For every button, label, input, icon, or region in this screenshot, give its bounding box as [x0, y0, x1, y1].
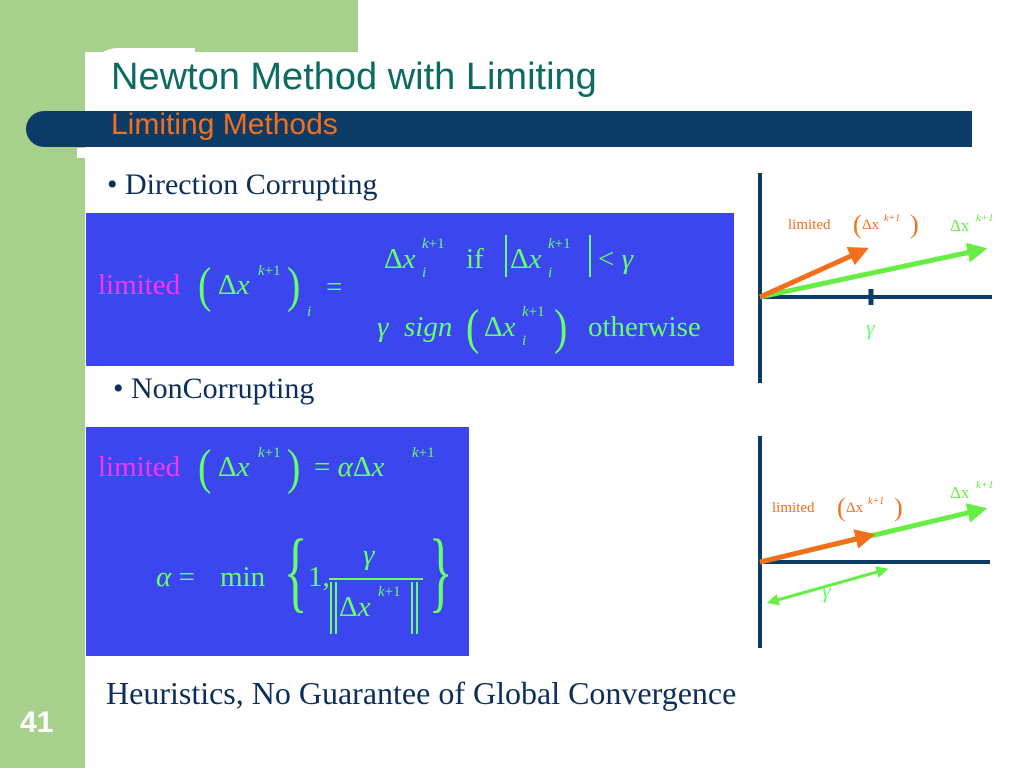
close-brace: } — [428, 522, 453, 621]
equals-sign: = — [326, 271, 343, 303]
top-decor-strip — [85, 0, 358, 52]
limited-delta-x-1: Δx — [862, 217, 880, 233]
norm-delta-x: Δx — [339, 591, 371, 623]
case1-sub: i — [422, 265, 427, 281]
equation-box-noncorrupting: limited ( Δx k+1 ) = αΔx k+1 α = min { 1… — [86, 427, 469, 656]
delta-x: Δx — [218, 269, 250, 301]
gamma-length-arrow — [766, 566, 889, 606]
case2-gamma: γ — [377, 311, 389, 343]
limited-step-arrow-2 — [759, 529, 876, 565]
case1-abs-sup: k+1 — [548, 236, 571, 252]
limited-label-1: limited — [788, 217, 831, 233]
min-word: min — [220, 561, 266, 593]
alpha-equals: α = — [156, 561, 195, 593]
slide-number: 41 — [20, 706, 54, 739]
gamma-label-1: γ — [866, 315, 876, 340]
limited-step-arrow-1 — [758, 247, 869, 300]
norm-sup: k+1 — [378, 584, 401, 600]
case1-abs-sub: i — [548, 265, 553, 281]
norm-bar-4 — [416, 582, 418, 634]
full-step-arrow-1 — [759, 242, 988, 300]
slide-subtitle: Limiting Methods — [111, 108, 338, 141]
equation-box-direction-corrupting: limited ( Δx k+1 ) i = Δx k+1 i if Δx k+… — [86, 213, 734, 366]
limited-close-paren-1: ) — [910, 210, 919, 239]
superscript-k1-3: k+1 — [412, 445, 435, 461]
subscript-i: i — [307, 304, 312, 320]
case2-close-paren: ) — [554, 298, 568, 355]
case2-open-paren: ( — [466, 298, 480, 355]
limited-word: limited — [98, 269, 181, 301]
delta-x-sup-2: k+1 — [976, 479, 994, 491]
one-comma: 1, — [308, 561, 330, 593]
delta-x-label-2: Δx — [950, 483, 970, 502]
title-bar-corner — [77, 148, 87, 158]
case1-delta-x: Δx — [384, 243, 416, 275]
case2-sup: k+1 — [522, 304, 545, 320]
limited-delta-x-2: Δx — [846, 500, 864, 516]
bullet-noncorrupting: • NonCorrupting — [113, 372, 315, 405]
limited-open-paren-1: ( — [853, 210, 862, 239]
bullet-direction-corrupting: • Direction Corrupting — [107, 168, 378, 201]
limited-close-paren-2: ) — [894, 493, 903, 522]
case1-abs-delta-x: Δx — [510, 243, 542, 275]
superscript-k1: k+1 — [258, 263, 281, 279]
limited-open-paren-2: ( — [837, 493, 846, 522]
open-paren: ( — [198, 256, 212, 313]
title-bar — [26, 111, 972, 147]
abs-bar-left — [505, 235, 507, 277]
delta-x-2: Δx — [218, 451, 250, 483]
limited-sup-1: k+1 — [884, 213, 900, 224]
limited-sup-2: k+1 — [868, 496, 884, 507]
case2-delta-x: Δx — [484, 311, 516, 343]
case1-sup: k+1 — [422, 236, 445, 252]
close-paren-2: ) — [287, 438, 301, 495]
limited-word-2: limited — [98, 451, 181, 483]
superscript-k1-2: k+1 — [258, 445, 281, 461]
limited-label-2: limited — [772, 500, 815, 516]
close-paren: ) — [287, 256, 301, 313]
gamma-label-2: γ — [822, 578, 832, 603]
equals-alpha-delta-x: = αΔx — [314, 451, 385, 483]
delta-x-sup-1: k+1 — [976, 212, 994, 224]
norm-bar-2 — [335, 582, 337, 634]
diagram-direction-corrupting: γ limited ( Δx k+1 ) Δx k+1 — [758, 173, 994, 383]
delta-x-label-1: Δx — [950, 216, 970, 235]
diagram-noncorrupting: γ limited ( Δx k+1 ) Δx k+1 — [758, 436, 994, 648]
slide-title: Newton Method with Limiting — [111, 56, 597, 98]
footer-note: Heuristics, No Guarantee of Global Conve… — [106, 675, 737, 711]
case2-sub: i — [522, 333, 527, 349]
fraction-bar — [329, 578, 423, 580]
case2-otherwise: otherwise — [588, 311, 701, 343]
case1-if: if — [466, 243, 484, 275]
norm-bar-3 — [411, 582, 413, 634]
abs-bar-right — [589, 235, 591, 277]
open-paren-2: ( — [198, 438, 212, 495]
case2-sign: sign — [404, 311, 453, 343]
case1-less-gamma: < γ — [598, 243, 634, 275]
fraction-gamma: γ — [363, 539, 375, 571]
norm-bar-1 — [330, 582, 332, 634]
open-brace: { — [283, 522, 308, 621]
